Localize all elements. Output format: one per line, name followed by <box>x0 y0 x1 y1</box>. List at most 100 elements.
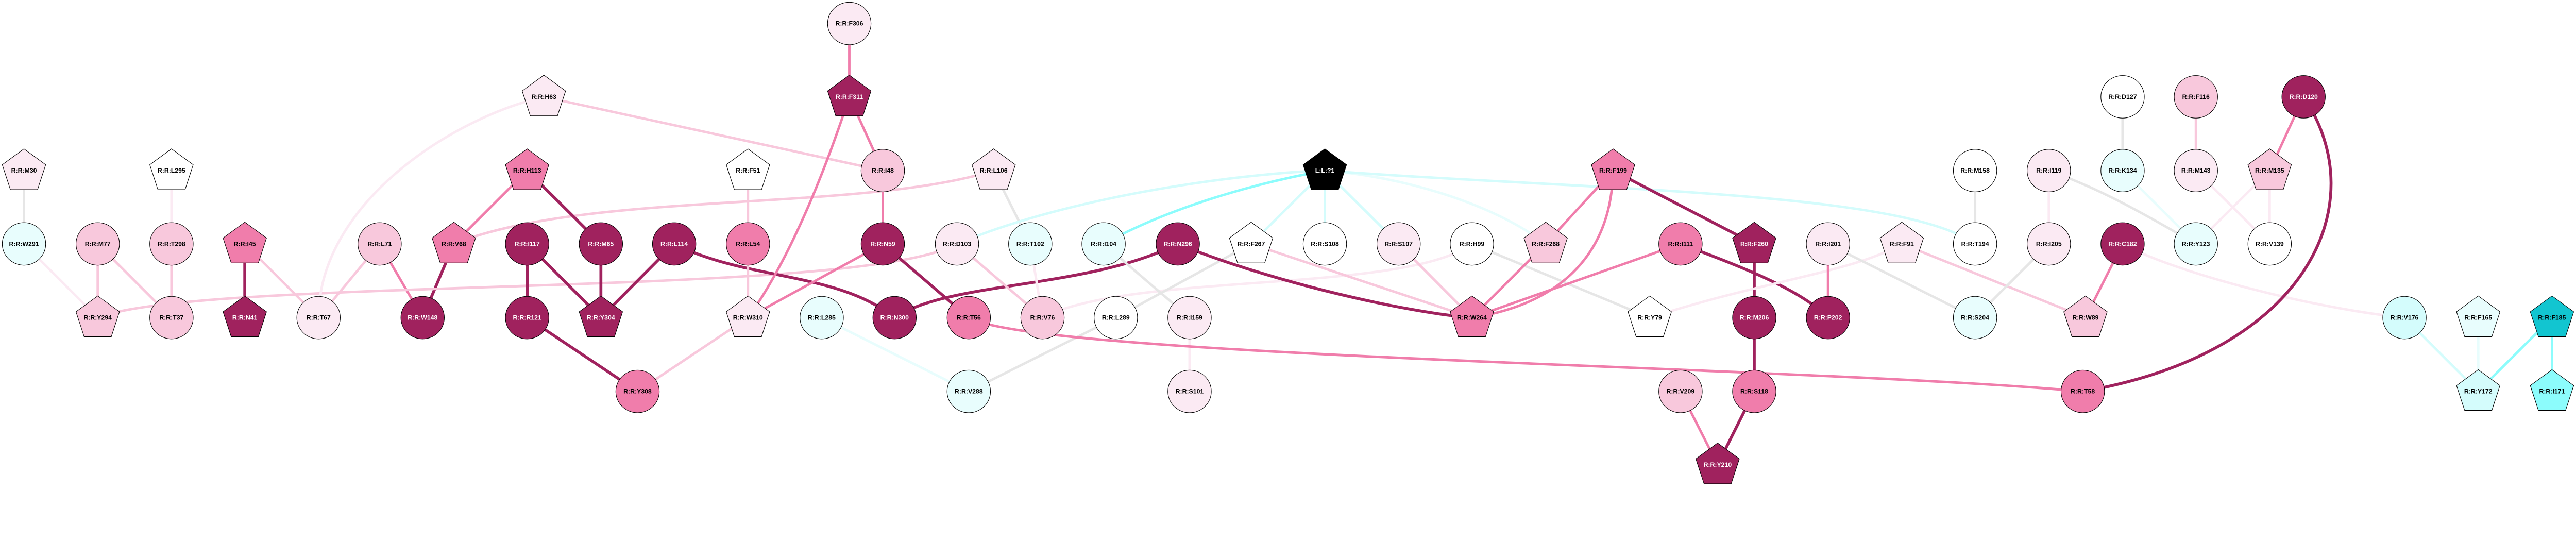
node-L289[interactable]: R:R:L289 <box>1094 296 1138 340</box>
node-H63[interactable]: R:R:H63 <box>521 75 566 116</box>
edge-H63-I48 <box>544 95 884 172</box>
node-Y172[interactable]: R:R:Y172 <box>2456 369 2501 411</box>
pentagon-node-shape <box>1450 295 1494 337</box>
node-T298[interactable]: R:R:T298 <box>149 222 194 266</box>
node-S107[interactable]: R:R:S107 <box>1377 222 1421 266</box>
node-V68[interactable]: R:R:V68 <box>432 222 476 263</box>
node-M158[interactable]: R:R:M158 <box>1953 149 1997 192</box>
node-M143[interactable]: R:R:M143 <box>2174 149 2218 192</box>
node-F267[interactable]: R:R:F267 <box>1229 222 1274 263</box>
circle-node-shape <box>1156 222 1200 266</box>
node-S101[interactable]: R:R:S101 <box>1167 369 1212 413</box>
node-V176[interactable]: R:R:V176 <box>2382 296 2427 340</box>
node-L106[interactable]: R:R:L106 <box>971 148 1016 190</box>
node-L71[interactable]: R:R:L71 <box>358 222 402 266</box>
node-L295[interactable]: R:R:L295 <box>149 148 194 190</box>
node-I111[interactable]: R:R:I111 <box>1658 222 1703 266</box>
node-L1[interactable]: L:L:?1 <box>1302 148 1347 190</box>
circle-node-shape <box>1094 296 1138 340</box>
node-W291[interactable]: R:R:W291 <box>2 222 46 266</box>
node-label: R:R:N300 <box>880 314 909 322</box>
node-S204[interactable]: R:R:S204 <box>1953 296 1997 340</box>
node-I201[interactable]: R:R:I201 <box>1806 222 1850 266</box>
node-M65[interactable]: R:R:M65 <box>579 222 623 266</box>
circle-node-shape <box>2 222 46 266</box>
node-Y123[interactable]: R:R:Y123 <box>2174 222 2218 266</box>
node-V76[interactable]: R:R:V76 <box>1020 296 1065 340</box>
node-M77[interactable]: R:R:M77 <box>76 222 120 266</box>
node-D103[interactable]: R:R:D103 <box>935 222 979 266</box>
node-M135[interactable]: R:R:M135 <box>2247 148 2292 190</box>
node-V139[interactable]: R:R:V139 <box>2247 222 2292 266</box>
node-I48[interactable]: R:R:I48 <box>860 149 905 192</box>
pentagon-node-shape <box>1879 222 1924 263</box>
node-I159[interactable]: R:R:I159 <box>1167 296 1212 340</box>
node-F51[interactable]: R:R:F51 <box>725 148 770 190</box>
node-L114[interactable]: R:R:L114 <box>652 222 697 266</box>
node-F116[interactable]: R:R:F116 <box>2174 75 2218 119</box>
node-N41[interactable]: R:R:N41 <box>223 295 267 337</box>
circle-node-shape <box>296 296 341 340</box>
node-F268[interactable]: R:R:F268 <box>1523 222 1568 263</box>
node-I171[interactable]: R:R:I171 <box>2530 369 2574 411</box>
node-L285[interactable]: R:R:L285 <box>800 296 844 340</box>
node-L54[interactable]: R:R:L54 <box>726 222 770 266</box>
node-S108[interactable]: R:R:S108 <box>1302 222 1347 266</box>
node-C182[interactable]: R:R:C182 <box>2100 222 2145 266</box>
node-V288[interactable]: R:R:V288 <box>946 369 991 413</box>
node-T194[interactable]: R:R:T194 <box>1953 222 1997 266</box>
node-I119[interactable]: R:R:I119 <box>2027 149 2071 192</box>
node-R121[interactable]: R:R:R121 <box>505 296 549 340</box>
node-Y79[interactable]: R:R:Y79 <box>1628 295 1672 337</box>
circle-node-shape <box>2100 149 2145 192</box>
node-D120[interactable]: R:R:D120 <box>2281 75 2326 119</box>
node-T56[interactable]: R:R:T56 <box>946 296 991 340</box>
circle-node-shape <box>860 222 905 266</box>
node-I205[interactable]: R:R:I205 <box>2027 222 2071 266</box>
node-label: R:R:F185 <box>2538 314 2566 322</box>
node-W148[interactable]: R:R:W148 <box>400 296 445 340</box>
node-I45[interactable]: R:R:I45 <box>223 222 267 263</box>
node-F165[interactable]: R:R:F165 <box>2456 295 2501 337</box>
edge-T56-T58 <box>968 316 2083 393</box>
node-F311[interactable]: R:R:F311 <box>827 75 872 116</box>
circle-node-shape <box>149 222 194 266</box>
node-W310[interactable]: R:R:W310 <box>725 295 770 337</box>
node-N300[interactable]: R:R:N300 <box>872 296 917 340</box>
node-V209[interactable]: R:R:V209 <box>1658 369 1703 413</box>
node-label: R:R:I201 <box>1815 240 1841 247</box>
node-D127[interactable]: R:R:D127 <box>2100 75 2145 119</box>
node-F91[interactable]: R:R:F91 <box>1879 222 1924 263</box>
node-Y294[interactable]: R:R:Y294 <box>75 295 120 337</box>
node-W264[interactable]: R:R:W264 <box>1450 295 1494 337</box>
node-F260[interactable]: R:R:F260 <box>1732 222 1776 263</box>
node-Y304[interactable]: R:R:Y304 <box>579 295 623 337</box>
node-T58[interactable]: R:R:T58 <box>2060 369 2105 413</box>
node-I104[interactable]: R:R:I104 <box>1081 222 1126 266</box>
node-M30[interactable]: R:R:M30 <box>2 148 46 190</box>
node-I117[interactable]: R:R:I117 <box>505 222 549 266</box>
node-N59[interactable]: R:R:N59 <box>860 222 905 266</box>
circle-node-shape <box>1953 296 1997 340</box>
node-label: R:R:Y123 <box>2182 240 2210 247</box>
node-T37[interactable]: R:R:T37 <box>149 296 194 340</box>
node-H99[interactable]: R:R:H99 <box>1450 222 1494 266</box>
node-F185[interactable]: R:R:F185 <box>2530 295 2574 337</box>
circle-node-shape <box>827 2 872 45</box>
node-F306[interactable]: R:R:F306 <box>827 2 872 45</box>
node-label: R:R:P202 <box>1814 314 1842 322</box>
node-S118[interactable]: R:R:S118 <box>1732 369 1776 413</box>
node-W89[interactable]: R:R:W89 <box>2063 295 2108 337</box>
node-P202[interactable]: R:R:P202 <box>1806 296 1850 340</box>
pentagon-node-shape <box>1302 148 1347 190</box>
node-T67[interactable]: R:R:T67 <box>296 296 341 340</box>
node-label: R:R:F306 <box>836 20 863 27</box>
node-F199[interactable]: R:R:F199 <box>1591 148 1635 190</box>
node-N296[interactable]: R:R:N296 <box>1156 222 1200 266</box>
node-M206[interactable]: R:R:M206 <box>1732 296 1776 340</box>
node-Y308[interactable]: R:R:Y308 <box>615 369 660 413</box>
node-T102[interactable]: R:R:T102 <box>1008 222 1053 266</box>
node-Y210[interactable]: R:R:Y210 <box>1696 443 1740 484</box>
node-K134[interactable]: R:R:K134 <box>2100 149 2145 192</box>
node-H113[interactable]: R:R:H113 <box>505 148 549 190</box>
